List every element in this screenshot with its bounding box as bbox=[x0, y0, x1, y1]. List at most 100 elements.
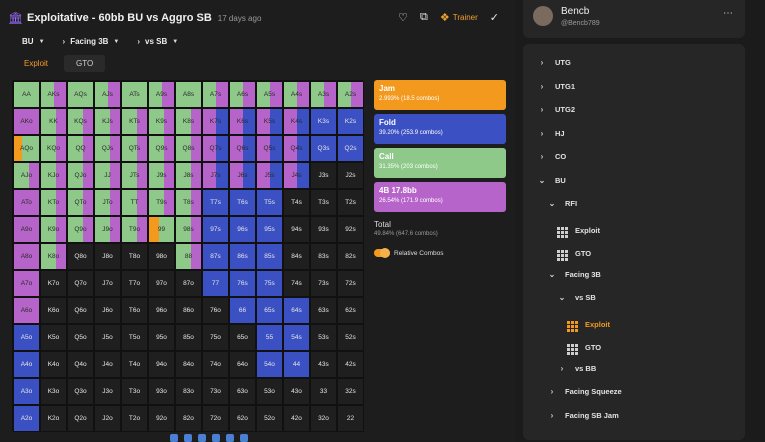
hand-cell[interactable]: 74s bbox=[283, 270, 310, 297]
hand-cell[interactable]: 85o bbox=[175, 324, 202, 351]
hand-cell[interactable]: T7s bbox=[202, 189, 229, 216]
hand-cell[interactable]: 52s bbox=[337, 324, 364, 351]
hand-cell[interactable]: KQo bbox=[40, 135, 67, 162]
taskbar-icon[interactable] bbox=[240, 434, 248, 442]
taskbar-icon[interactable] bbox=[184, 434, 192, 442]
hand-cell[interactable]: Q2o bbox=[67, 405, 94, 432]
hand-cell[interactable]: A8o bbox=[13, 243, 40, 270]
hand-cell[interactable]: A9o bbox=[13, 216, 40, 243]
hand-cell[interactable]: 98o bbox=[148, 243, 175, 270]
hand-cell[interactable]: 43s bbox=[310, 351, 337, 378]
hand-cell[interactable]: 53s bbox=[310, 324, 337, 351]
hand-cell[interactable]: A6o bbox=[13, 297, 40, 324]
hand-cell[interactable]: 64o bbox=[229, 351, 256, 378]
hand-cell[interactable]: KJo bbox=[40, 162, 67, 189]
hand-cell[interactable]: J5o bbox=[94, 324, 121, 351]
hand-cell[interactable]: 96s bbox=[229, 216, 256, 243]
hand-cell[interactable]: 99 bbox=[148, 216, 175, 243]
hand-cell[interactable]: Q7o bbox=[67, 270, 94, 297]
hand-cell[interactable]: J7o bbox=[94, 270, 121, 297]
hand-cell[interactable]: 75s bbox=[256, 270, 283, 297]
hand-cell[interactable]: 32o bbox=[310, 405, 337, 432]
hand-cell[interactable]: 62s bbox=[337, 297, 364, 324]
hand-cell[interactable]: T2s bbox=[337, 189, 364, 216]
hand-cell[interactable]: K4o bbox=[40, 351, 67, 378]
hand-cell[interactable]: 77 bbox=[202, 270, 229, 297]
hand-cell[interactable]: J4s bbox=[283, 162, 310, 189]
hand-cell[interactable]: QJs bbox=[94, 135, 121, 162]
position-dropdown[interactable]: BU ▼ bbox=[22, 37, 45, 46]
hand-cell[interactable]: AJs bbox=[94, 81, 121, 108]
hand-cell[interactable]: 55 bbox=[256, 324, 283, 351]
taskbar-icon[interactable] bbox=[170, 434, 178, 442]
hand-cell[interactable]: QJo bbox=[67, 162, 94, 189]
hand-cell[interactable]: 84s bbox=[283, 243, 310, 270]
relative-combos-toggle[interactable]: Relative Combos bbox=[374, 248, 506, 258]
tree-item-bu[interactable]: ⌄ BU bbox=[537, 176, 566, 185]
hand-cell[interactable]: 98s bbox=[175, 216, 202, 243]
hand-cell[interactable]: K8s bbox=[175, 108, 202, 135]
hand-cell[interactable]: K9o bbox=[40, 216, 67, 243]
share-icon[interactable]: ⧉ bbox=[420, 11, 428, 23]
hand-cell[interactable]: Q3o bbox=[67, 378, 94, 405]
hand-cell[interactable]: 22 bbox=[337, 405, 364, 432]
hand-cell[interactable]: 92o bbox=[148, 405, 175, 432]
hand-cell[interactable]: Q4o bbox=[67, 351, 94, 378]
taskbar-icon[interactable] bbox=[198, 434, 206, 442]
hand-cell[interactable]: K2o bbox=[40, 405, 67, 432]
hand-cell[interactable]: A6s bbox=[229, 81, 256, 108]
hand-cell[interactable]: ATs bbox=[121, 81, 148, 108]
hand-cell[interactable]: 42s bbox=[337, 351, 364, 378]
hand-cell[interactable]: A4o bbox=[13, 351, 40, 378]
hand-cell[interactable]: K9s bbox=[148, 108, 175, 135]
hand-cell[interactable]: Q9s bbox=[148, 135, 175, 162]
hand-cell[interactable]: 86s bbox=[229, 243, 256, 270]
hand-cell[interactable]: JTo bbox=[94, 189, 121, 216]
legend-fold[interactable]: Fold 39.20% (253.9 combos) bbox=[374, 114, 506, 144]
hand-cell[interactable]: A9s bbox=[148, 81, 175, 108]
hand-cell[interactable]: A7o bbox=[13, 270, 40, 297]
heart-icon[interactable]: ♡ bbox=[398, 12, 408, 24]
hand-cell[interactable]: 87s bbox=[202, 243, 229, 270]
hand-cell[interactable]: 92s bbox=[337, 216, 364, 243]
hand-cell[interactable]: K2s bbox=[337, 108, 364, 135]
legend-4bet[interactable]: 4B 17.8bb 26.54% (171.9 combos) bbox=[374, 182, 506, 212]
hand-cell[interactable]: 82o bbox=[175, 405, 202, 432]
hand-cell[interactable]: AKs bbox=[40, 81, 67, 108]
hand-cell[interactable]: K3s bbox=[310, 108, 337, 135]
hand-cell[interactable]: A7s bbox=[202, 81, 229, 108]
hand-cell[interactable]: J8s bbox=[175, 162, 202, 189]
hand-cell[interactable]: 96o bbox=[148, 297, 175, 324]
hand-cell[interactable]: 76s bbox=[229, 270, 256, 297]
hand-cell[interactable]: AQo bbox=[13, 135, 40, 162]
tab-gto[interactable]: GTO bbox=[64, 55, 106, 72]
hand-cell[interactable]: Q5o bbox=[67, 324, 94, 351]
opponent-dropdown[interactable]: › vs SB ▼ bbox=[137, 37, 178, 46]
hand-cell[interactable]: K3o bbox=[40, 378, 67, 405]
hand-cell[interactable]: 94o bbox=[148, 351, 175, 378]
hand-cell[interactable]: T2o bbox=[121, 405, 148, 432]
hand-cell[interactable]: Q4s bbox=[283, 135, 310, 162]
hand-cell[interactable]: Q8s bbox=[175, 135, 202, 162]
hand-cell[interactable]: 44 bbox=[283, 351, 310, 378]
hand-cell[interactable]: A5s bbox=[256, 81, 283, 108]
legend-jam[interactable]: Jam 2.993% (18.5 combos) bbox=[374, 80, 506, 110]
hand-cell[interactable]: J6o bbox=[94, 297, 121, 324]
hand-cell[interactable]: AA bbox=[13, 81, 40, 108]
hand-cell[interactable]: Q6s bbox=[229, 135, 256, 162]
hand-cell[interactable]: 52o bbox=[256, 405, 283, 432]
tab-exploit[interactable]: Exploit bbox=[24, 59, 49, 68]
hand-cell[interactable]: KJs bbox=[94, 108, 121, 135]
hand-cell[interactable]: T5s bbox=[256, 189, 283, 216]
tree-item-vs-sb[interactable]: ⌄ vs SB bbox=[557, 293, 596, 302]
hand-cell[interactable]: 66 bbox=[229, 297, 256, 324]
hand-cell[interactable]: J3o bbox=[94, 378, 121, 405]
hand-cell[interactable]: K4s bbox=[283, 108, 310, 135]
hand-cell[interactable]: 93o bbox=[148, 378, 175, 405]
tree-item-exploit[interactable]: Exploit bbox=[557, 223, 600, 238]
hand-cell[interactable]: J4o bbox=[94, 351, 121, 378]
tree-item-exploit[interactable]: Exploit bbox=[567, 317, 610, 332]
tree-item-vs-bb[interactable]: › vs BB bbox=[557, 364, 597, 373]
hand-cell[interactable]: A3o bbox=[13, 378, 40, 405]
hand-cell[interactable]: T9o bbox=[121, 216, 148, 243]
